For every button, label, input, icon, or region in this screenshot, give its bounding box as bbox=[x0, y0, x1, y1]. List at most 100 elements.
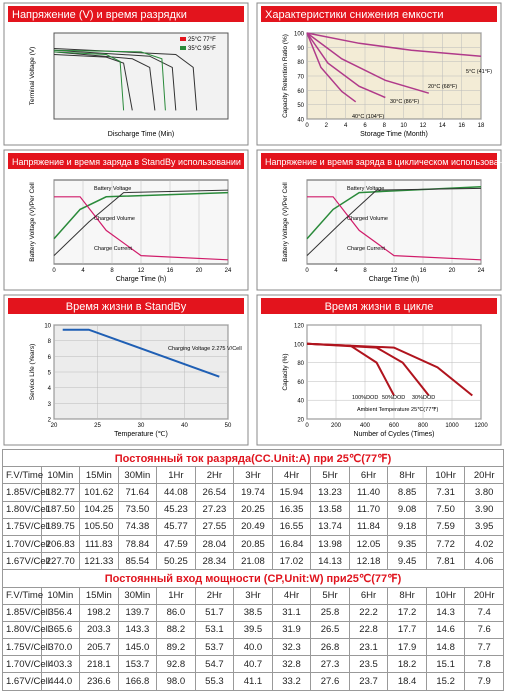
x-tick-label: 12 bbox=[420, 123, 427, 129]
panel-title-bar bbox=[8, 6, 244, 22]
x-tick-label: 1000 bbox=[445, 423, 459, 429]
table-cell: 40.0 bbox=[233, 638, 273, 657]
curve bbox=[306, 32, 386, 99]
header-cell: 5Hr bbox=[310, 586, 350, 605]
table-row: 1.67V/Cell 227.70 121.33 85.54 50.25 28.34 21.… bbox=[2, 552, 504, 571]
table-cell: 121.33 bbox=[79, 552, 119, 571]
table-cell: 20.25 bbox=[233, 500, 273, 519]
table-cell: 101.62 bbox=[79, 483, 119, 502]
x-tick-label: 16 bbox=[420, 268, 427, 274]
table-cell: 104.25 bbox=[79, 500, 119, 519]
x-tick-label: 24 bbox=[478, 268, 485, 274]
table-cell: 18.2 bbox=[387, 655, 427, 674]
table-cell: 16.55 bbox=[271, 517, 312, 536]
table-cell: 7.4 bbox=[464, 603, 504, 622]
header-cell: 15Min bbox=[79, 466, 119, 485]
chart-panel: Напряжение и время заряда в StandBy испо… bbox=[3, 149, 249, 291]
annotation: Charging Voltage 2.275 V/Cell bbox=[168, 346, 242, 352]
table-cell: 38.5 bbox=[233, 603, 273, 622]
x-tick-label: 2 bbox=[325, 123, 329, 129]
table-cell: 17.2 bbox=[387, 603, 427, 622]
x-tick-label: 1200 bbox=[474, 423, 488, 429]
table-cell: 187.50 bbox=[40, 500, 81, 519]
x-tick-label: 12 bbox=[391, 268, 398, 274]
table-cell: 227.70 bbox=[40, 552, 81, 571]
table-cell: 25.8 bbox=[310, 603, 350, 622]
annotation: 5°C (41°F) bbox=[466, 69, 492, 75]
x-tick-label: 20 bbox=[449, 268, 456, 274]
table-cell: 9.08 bbox=[387, 500, 427, 519]
curve bbox=[62, 328, 220, 378]
table-cell: 23.7 bbox=[348, 672, 389, 691]
table-cell: 105.50 bbox=[79, 517, 119, 536]
y-tick-label: 2 bbox=[48, 418, 52, 424]
table-cell: 12.18 bbox=[348, 552, 389, 571]
table-cell: 4.02 bbox=[464, 534, 504, 554]
table-cell: 7.8 bbox=[464, 655, 504, 674]
table-cell: 28.04 bbox=[194, 534, 235, 554]
x-axis-label: Temperature (℃) bbox=[114, 431, 168, 438]
curve bbox=[53, 51, 125, 111]
x-tick-label: 0 bbox=[305, 423, 309, 429]
header-cell: F.V/Time bbox=[2, 466, 43, 485]
x-axis-label: Charge Time (h) bbox=[369, 276, 420, 283]
curve bbox=[53, 54, 133, 111]
table-cell: 8.85 bbox=[387, 483, 427, 502]
table-cell: 21.08 bbox=[233, 552, 273, 571]
table-cell: 13.23 bbox=[310, 483, 350, 502]
table-cell: 27.55 bbox=[194, 517, 235, 536]
plot-area bbox=[53, 32, 229, 120]
chart-panel: Напряжение (V) и время разрядки Discharge… bbox=[3, 2, 249, 146]
table-cell: 7.81 bbox=[425, 552, 466, 571]
curve bbox=[53, 191, 229, 240]
table-cell: 15.2 bbox=[425, 672, 466, 691]
y-tick-label: 100 bbox=[294, 342, 305, 348]
table-cell: 32.8 bbox=[271, 655, 312, 674]
panel-title-bar bbox=[261, 153, 497, 169]
table-cell: 7.50 bbox=[425, 500, 466, 519]
table-cell: 7.6 bbox=[464, 620, 504, 640]
header-cell: 10Hr bbox=[425, 466, 466, 485]
curve bbox=[53, 49, 166, 111]
table-cell: 13.74 bbox=[310, 517, 350, 536]
table-cell: 236.6 bbox=[79, 672, 119, 691]
table-cell: 85.54 bbox=[117, 552, 158, 571]
x-tick-label: 8 bbox=[363, 268, 367, 274]
table-cell: 1.85V/Cell bbox=[2, 603, 50, 622]
annotation: 40°C (104°F) bbox=[352, 114, 384, 120]
table-row: 1.80V/Cell 365.6 203.3 143.3 88.2 53.1 39.5 31.… bbox=[2, 620, 504, 640]
annotation: Charge Current bbox=[94, 246, 132, 252]
table-cell: 145.0 bbox=[117, 638, 158, 657]
table-row: 1.80V/Cell 187.50 104.25 73.50 45.23 27.23 20.… bbox=[2, 500, 504, 519]
panel-title: Характеристики снижения емкости bbox=[265, 9, 443, 21]
table-cell: 3.80 bbox=[464, 483, 504, 502]
table-cell: 20.85 bbox=[233, 534, 273, 554]
table-cell: 1.67V/Cell bbox=[2, 672, 50, 691]
table-cell: 73.50 bbox=[117, 500, 158, 519]
x-tick-label: 20 bbox=[196, 268, 203, 274]
x-tick-label: 4 bbox=[334, 268, 338, 274]
table-cell: 166.8 bbox=[117, 672, 158, 691]
table-cell: 26.8 bbox=[310, 638, 350, 657]
table-cell: 41.1 bbox=[233, 672, 273, 691]
header-cell: 3Hr bbox=[233, 586, 273, 605]
x-tick-label: 16 bbox=[167, 268, 174, 274]
table-title: Постоянный вход мощности (CP,Unit:W) при… bbox=[2, 569, 504, 588]
table-cell: 33.2 bbox=[271, 672, 312, 691]
panel-title: Напряжение (V) и время разрядки bbox=[12, 9, 187, 21]
curve bbox=[306, 32, 357, 103]
x-tick-label: 8 bbox=[383, 123, 387, 129]
y-tick-label: 5 bbox=[48, 371, 52, 377]
annotation: Charged Volume bbox=[347, 216, 388, 222]
table-cell: 55.3 bbox=[194, 672, 235, 691]
table-cell: 1.75V/Cell bbox=[2, 638, 50, 657]
y-tick-label: 60 bbox=[297, 89, 304, 95]
table-title-row: Постоянный ток разряда(CC.Unit:A) при 25… bbox=[2, 448, 504, 468]
x-tick-label: 600 bbox=[389, 423, 400, 429]
table-cell: 53.1 bbox=[194, 620, 235, 640]
tables: Постоянный ток разряда(CC.Unit:A) при 25… bbox=[2, 448, 504, 691]
x-tick-label: 14 bbox=[439, 123, 446, 129]
x-tick-label: 40 bbox=[181, 423, 188, 429]
header-row: F.V/Time 10Min 15Min 30Min 1Hr 2Hr 3Hr 4Hr 5Hr 6H… bbox=[2, 586, 504, 605]
table-cell: 14.13 bbox=[310, 552, 350, 571]
